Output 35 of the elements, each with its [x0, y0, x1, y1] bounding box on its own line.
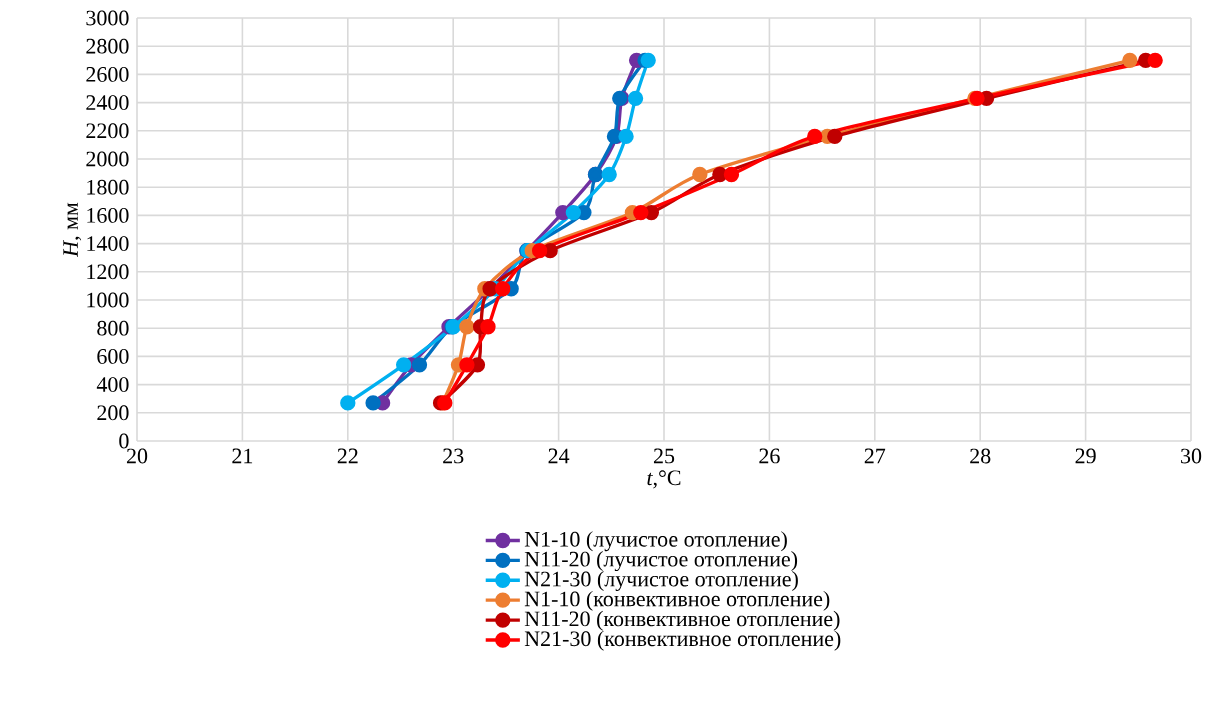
- y-axis-title: H, мм: [63, 202, 82, 258]
- legend-label: N11-20 (конвективное отопление): [524, 610, 840, 631]
- y-tick-label: 1800: [87, 179, 129, 195]
- legend-label: N21-30 (конвективное отопление): [524, 630, 841, 651]
- y-tick-label: 1000: [87, 292, 129, 308]
- y-tick-label: 200: [97, 405, 129, 421]
- y-tick-label: 600: [97, 348, 129, 364]
- y-tick-label: 800: [97, 320, 129, 336]
- x-tick-label: 28: [970, 448, 991, 464]
- x-tick-label: 29: [1075, 448, 1096, 464]
- y-tick-label: 2600: [86, 66, 129, 82]
- x-tick-label: 22: [337, 448, 358, 464]
- legend-label: N1-10 (лучистое отопление): [524, 531, 787, 552]
- y-tick-label: 1600: [87, 207, 129, 223]
- y-tick-label: 2800: [86, 38, 129, 54]
- y-tick-label: 2400: [86, 95, 129, 111]
- x-tick-label: 26: [759, 448, 780, 464]
- legend-label: N1-10 (конвективное отопление): [524, 590, 830, 611]
- y-tick-label: 3000: [86, 10, 129, 26]
- legend-label: N11-20 (лучистое отопление): [524, 551, 798, 572]
- y-tick-label: 1200: [87, 264, 129, 280]
- y-tick-label: 2000: [86, 151, 129, 167]
- y-tick-label: 1400: [87, 236, 129, 252]
- y-tick-label: 0: [119, 433, 129, 449]
- x-tick-label: 30: [1181, 448, 1202, 464]
- x-tick-label: 20: [126, 448, 148, 464]
- legend-label: N21-30 (лучистое отопление): [524, 571, 798, 592]
- x-tick-label: 23: [443, 448, 464, 464]
- x-axis-title: t,°C: [647, 470, 681, 489]
- x-tick-label: 27: [864, 448, 886, 464]
- x-tick-label: 25: [653, 448, 675, 464]
- y-tick-label: 400: [96, 377, 129, 393]
- x-tick-label: 21: [232, 448, 253, 464]
- x-tick-label: 24: [548, 448, 570, 464]
- y-tick-label: 2200: [86, 123, 129, 139]
